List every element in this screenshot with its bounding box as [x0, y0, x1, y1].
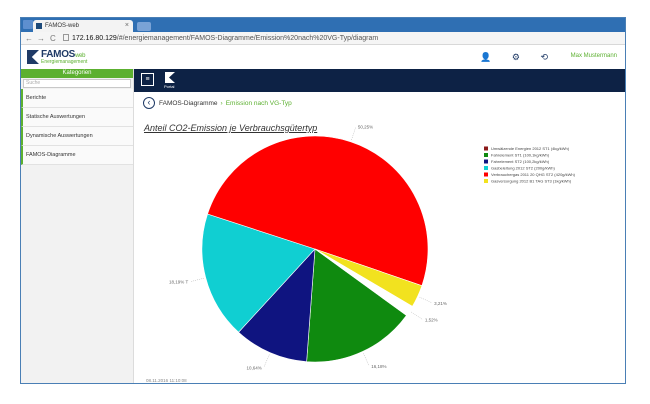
main-navbar: ≡ Portal — [134, 69, 625, 92]
legend-label: Gasbeleitung 2012 ST2 (200g/kWh) — [491, 166, 555, 171]
pie-chart: 16,18% 10,64% 18,19% T 50,25% 3,21% 1,52% Umwä… — [169, 125, 576, 371]
legend-item[interactable]: Gasbeleitung 2012 ST2 (200g/kWh) — [484, 166, 555, 171]
sidebar-heading: Kategorien — [21, 69, 133, 78]
data-label: 18,19% T — [169, 280, 188, 285]
back-circle-icon[interactable]: ‹ — [143, 97, 155, 109]
pie-slice[interactable] — [238, 248, 316, 363]
label-leader-line — [419, 296, 433, 304]
legend-swatch — [484, 179, 488, 183]
sidebar-item-famos-diagramme[interactable]: FAMOS-Diagramme — [21, 146, 133, 165]
legend-swatch — [484, 166, 488, 170]
portal-logo-icon — [165, 72, 175, 83]
legend-item[interactable]: Verbrauchergas 2011 20 QHG ST2 (420g/kWh… — [484, 172, 576, 177]
menu-toggle-button[interactable]: ≡ — [141, 73, 154, 86]
new-tab-button[interactable] — [137, 22, 151, 31]
reload-icon[interactable]: C — [50, 34, 56, 43]
label-leader-line — [351, 126, 357, 140]
legend-swatch — [484, 159, 488, 164]
footer-timestamp: 08.11.2016 11:10:08 — [146, 378, 187, 383]
window-menu-icon[interactable] — [23, 20, 33, 29]
data-label: 10,64% — [247, 365, 262, 370]
tab-title: FAMOS-web — [45, 23, 80, 29]
forward-arrow-icon[interactable]: → — [37, 34, 45, 43]
browser-tabbar: FAMOS-web × — [21, 18, 625, 32]
label-leader-line — [190, 278, 204, 282]
back-arrow-icon[interactable]: ← — [25, 34, 33, 43]
legend-item[interactable]: Gasversorgung 2012 B1 TAG ST3 (1kg/kWh) — [484, 179, 572, 184]
sidebar-search-input[interactable]: Suche — [23, 79, 131, 88]
page-icon — [63, 34, 69, 41]
pie-slice[interactable] — [306, 248, 407, 363]
breadcrumb: FAMOS-Diagramme › Emission nach VG-Typ — [159, 100, 292, 107]
famos-favicon-icon — [36, 23, 42, 29]
breadcrumb-current: Emission nach VG-Typ — [225, 100, 292, 107]
pie-slice[interactable] — [207, 135, 429, 287]
breadcrumb-separator: › — [220, 100, 223, 107]
data-label: 1,52% — [425, 318, 438, 323]
sidebar-item-berichte[interactable]: Berichte — [21, 89, 133, 108]
legend-label: Gasversorgung 2012 B1 TAG ST3 (1kg/kWh) — [491, 179, 572, 184]
pie-slice[interactable] — [314, 248, 413, 316]
legend-swatch — [484, 172, 488, 177]
legend-item[interactable]: Fahrelement ST2 (100,2kg/kWh) — [484, 159, 550, 164]
label-leader-line — [263, 354, 270, 368]
breadcrumb-parent[interactable]: FAMOS-Diagramme — [159, 100, 218, 107]
portal-button[interactable]: Portal — [164, 72, 176, 89]
data-label: 3,21% — [434, 301, 447, 306]
chart-title: Anteil CO2-Emission je Verbrauchsgüterty… — [144, 123, 318, 133]
url-host: 172.16.80.129 — [72, 35, 117, 42]
pie-slice[interactable] — [201, 213, 316, 333]
label-leader-line — [363, 353, 370, 367]
legend-swatch — [484, 153, 488, 157]
tab-close-icon[interactable]: × — [124, 22, 129, 29]
legend-label: Fahrelement ST2 (100,2kg/kWh) — [491, 159, 550, 164]
data-label: 50,25% — [358, 125, 373, 130]
main-content: ‹ FAMOS-Diagramme › Emission nach VG-Typ A… — [134, 92, 625, 383]
famos-logo-mark-icon — [27, 50, 39, 64]
url-path: /#/energiemanagement/FAMOS-Diagramme/Emi… — [116, 35, 379, 42]
user-settings-logout-icons[interactable]: 👤 ⚙ ⟲ — [480, 52, 557, 62]
legend-item[interactable]: Fahrelement ST1 (100,1kg/kWh) — [484, 153, 550, 158]
sidebar: Kategorien Suche Berichte Statische Ausw… — [21, 69, 134, 383]
logo-subtitle: Energiemanagement — [41, 59, 88, 65]
browser-window: FAMOS-web × ← → C 172.16.80.129/#/energi… — [20, 17, 626, 384]
user-name[interactable]: Max Mustermann — [570, 53, 617, 59]
logo-suffix: web — [75, 53, 86, 59]
browser-toolbar: ← → C 172.16.80.129/#/energiemanagement/… — [21, 32, 625, 45]
data-label: 16,18% — [371, 364, 386, 369]
portal-label: Portal — [164, 84, 175, 89]
legend-label: Verbrauchergas 2011 20 QHG ST2 (420g/kWh… — [491, 172, 576, 177]
legend-label: Umwälzende Energien 2012 ST1 (4kg/kWh) — [491, 146, 570, 151]
browser-tab[interactable]: FAMOS-web × — [33, 20, 133, 32]
famos-logo[interactable]: FAMOSweb Energiemanagement — [27, 49, 89, 67]
address-bar[interactable]: 172.16.80.129/#/energiemanagement/FAMOS-… — [63, 33, 618, 44]
legend-swatch — [484, 146, 488, 151]
logo-name: FAMOS — [41, 49, 76, 60]
sidebar-item-dynamische-auswertungen[interactable]: Dynamische Auswertungen — [21, 127, 133, 146]
label-leader-line — [411, 311, 424, 320]
app-header: FAMOSweb Energiemanagement 👤 ⚙ ⟲ Max Mus… — [21, 46, 625, 69]
sidebar-item-statische-auswertungen[interactable]: Statische Auswertungen — [21, 108, 133, 127]
legend-item[interactable]: Umwälzende Energien 2012 ST1 (4kg/kWh) — [484, 146, 570, 151]
legend-label: Fahrelement ST1 (100,1kg/kWh) — [491, 153, 550, 158]
